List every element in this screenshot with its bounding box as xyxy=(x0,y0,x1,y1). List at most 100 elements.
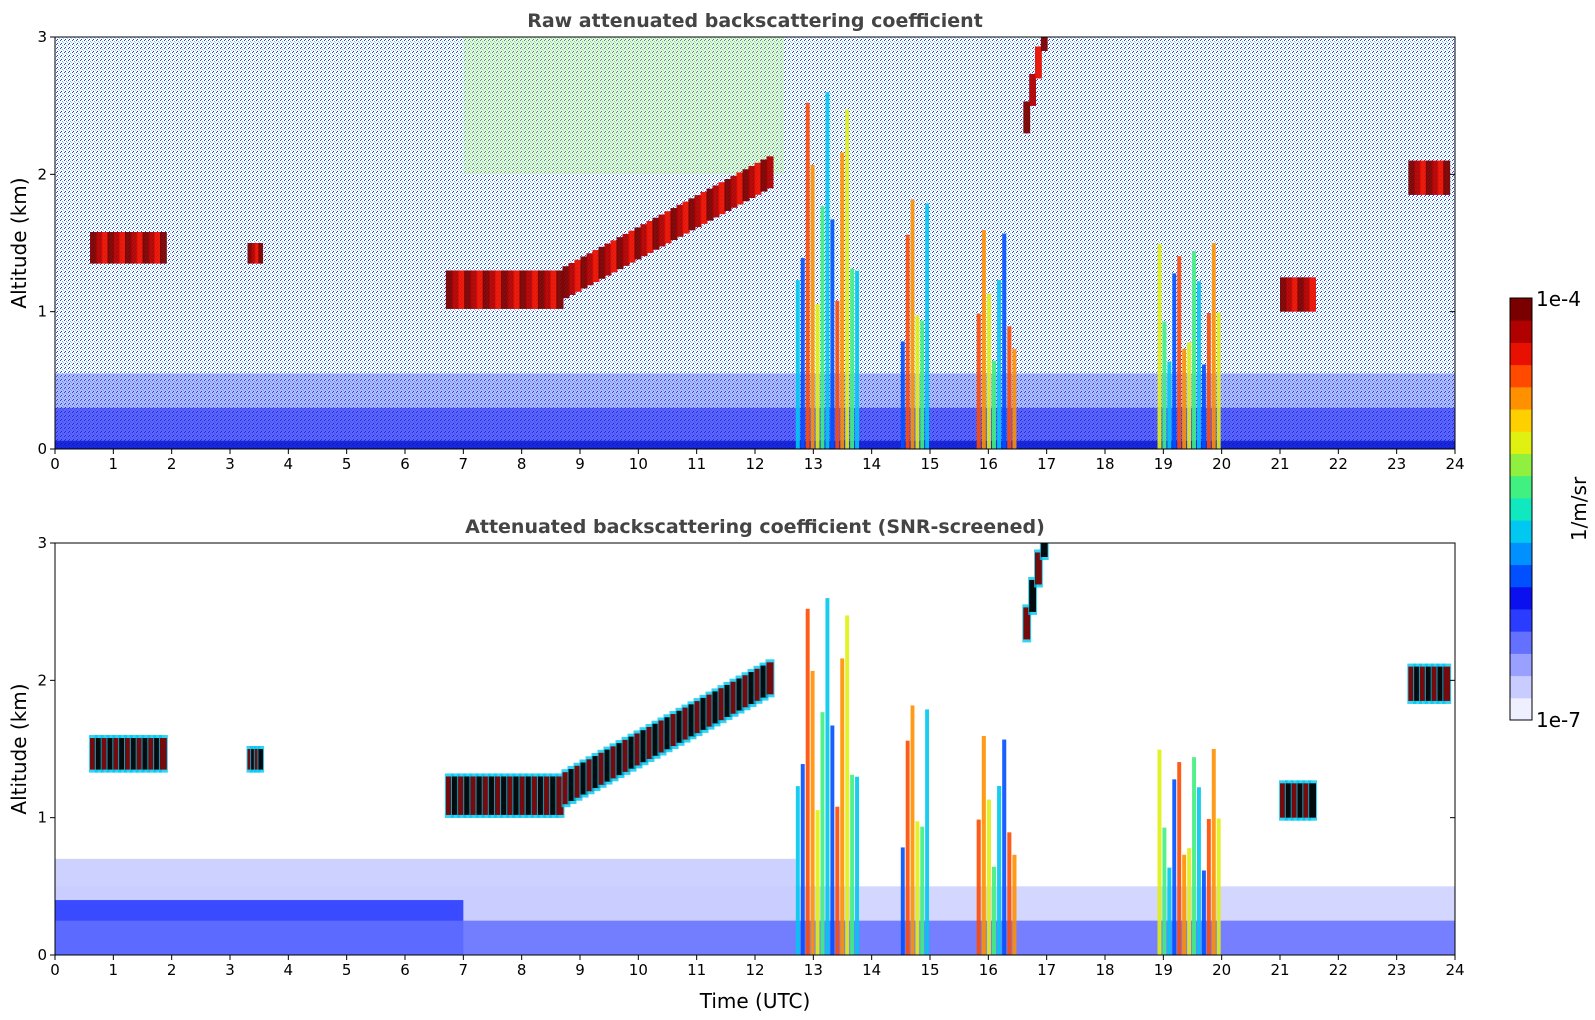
top-x-tick-label: 7 xyxy=(459,455,469,473)
top-cloud-cell xyxy=(451,270,460,309)
bottom-precip-streak xyxy=(981,736,986,955)
top-cloud-cell xyxy=(1443,160,1451,195)
top-precip-streak xyxy=(840,152,845,449)
bottom-cloud-cell xyxy=(712,691,720,724)
bottom-precip-streak xyxy=(986,799,991,955)
colorbar-swatch xyxy=(1510,342,1532,366)
top-precip-streak xyxy=(815,304,820,449)
top-x-tick-label: 5 xyxy=(342,455,352,473)
top-precip-streak xyxy=(830,219,835,449)
top-panel: Raw attenuated backscattering coefficien… xyxy=(7,10,1465,473)
bottom-x-tick-label: 12 xyxy=(745,961,764,979)
bottom-cloud-cell xyxy=(694,701,702,734)
bottom-x-tick-label: 17 xyxy=(1037,961,1056,979)
top-cloud-cell xyxy=(488,270,496,309)
colorbar-label: 1/m/sr xyxy=(1567,476,1591,541)
bottom-x-tick-label: 11 xyxy=(687,961,706,979)
bottom-x-tick-label: 5 xyxy=(342,961,352,979)
top-panel-y-axis: 0 1 2 3 xyxy=(37,28,1455,458)
bottom-cloud-cell xyxy=(113,738,121,770)
top-cloud-cell xyxy=(95,232,103,264)
bottom-precip-streak xyxy=(1216,818,1221,955)
bottom-cloud-cell xyxy=(464,776,472,815)
top-cloud-cell xyxy=(1297,277,1305,312)
bottom-x-tick-label: 1 xyxy=(109,961,119,979)
bottom-x-tick-label: 20 xyxy=(1212,961,1231,979)
bottom-x-tick-label: 3 xyxy=(225,961,235,979)
colorbar: 1e-4 1e-7 1/m/sr xyxy=(1509,287,1591,732)
top-cloud-cell xyxy=(670,208,678,241)
colorbar-swatch xyxy=(1510,386,1532,410)
top-cloud-cell xyxy=(445,270,453,309)
bottom-precip-streak xyxy=(840,658,845,955)
top-cloud-cell xyxy=(658,214,666,247)
top-cloud-cell xyxy=(646,220,654,253)
top-precip-streak xyxy=(1206,312,1211,449)
top-cloud-cell xyxy=(568,262,576,295)
bottom-cloud-cell xyxy=(598,752,606,785)
top-y-tick-label: 1 xyxy=(37,303,47,321)
bottom-cloud-cell xyxy=(754,668,762,701)
bottom-cloud-cell xyxy=(562,772,570,805)
top-cloud-cell xyxy=(742,169,750,202)
top-cloud-cell xyxy=(1431,160,1439,195)
bottom-x-tick-label: 10 xyxy=(629,961,648,979)
bottom-panel-title: Attenuated backscattering coefficient (S… xyxy=(465,516,1045,538)
top-cloud-cell xyxy=(724,178,732,211)
bottom-cloud-cell xyxy=(664,717,672,750)
top-cloud-cell xyxy=(1280,277,1287,312)
bottom-cloud-cell xyxy=(95,738,103,770)
top-precip-streak xyxy=(800,258,805,449)
top-cloud-cell xyxy=(101,232,109,264)
bottom-precip-streak xyxy=(1002,739,1007,955)
colorbar-swatch xyxy=(1510,475,1532,499)
top-cloud-cell xyxy=(1303,277,1311,312)
top-cloud-cell xyxy=(550,270,558,309)
colorbar-swatch xyxy=(1510,298,1532,321)
bottom-precip-streak xyxy=(910,705,915,955)
top-cloud-cell xyxy=(531,270,539,309)
top-cloud-cell xyxy=(634,227,642,260)
bottom-cloud-cell xyxy=(537,776,546,815)
bottom-cloud-cell xyxy=(90,738,97,770)
top-panel-title: Raw attenuated backscattering coefficien… xyxy=(527,10,983,32)
top-precip-streak xyxy=(1187,342,1192,449)
top-x-tick-label: 2 xyxy=(167,455,177,473)
top-cloud-cell xyxy=(700,191,708,224)
bottom-cloud-cell xyxy=(688,704,696,737)
bottom-cloud-cell xyxy=(622,739,630,772)
bottom-cloud-cell xyxy=(574,765,582,798)
bottom-cloud-cell xyxy=(1309,783,1316,818)
bottom-cloud-cell xyxy=(718,688,726,721)
top-cloud-cell xyxy=(664,211,672,244)
bottom-cloud-cell xyxy=(736,678,744,711)
top-cloud-cell xyxy=(476,270,484,309)
top-precip-streak xyxy=(986,293,991,449)
bottom-cloud-cell xyxy=(507,776,515,815)
bottom-precip-streak xyxy=(795,786,800,955)
bottom-cloud-cell xyxy=(476,776,484,815)
bottom-cloud-cell xyxy=(640,730,648,763)
bottom-cloud-cell xyxy=(247,749,253,770)
bottom-cloud-cell xyxy=(160,738,167,770)
top-cloud-cell xyxy=(616,237,624,270)
top-x-tick-label: 8 xyxy=(517,455,527,473)
top-cloud-cell xyxy=(760,159,768,192)
top-x-tick-label: 6 xyxy=(400,455,410,473)
top-cloud-cell xyxy=(682,201,690,234)
top-y-tick-label: 0 xyxy=(37,440,47,458)
top-y-tick-label: 2 xyxy=(37,165,47,183)
top-cloud-cell xyxy=(130,232,138,264)
top-cloud-cell xyxy=(464,270,472,309)
colorbar-swatch xyxy=(1510,631,1532,654)
bottom-cloud-cell xyxy=(1420,666,1427,701)
bottom-cloud-cell xyxy=(586,759,594,792)
bottom-precip-streak xyxy=(1182,854,1187,955)
top-cloud-cell xyxy=(148,232,156,264)
bottom-precip-streak xyxy=(815,810,820,955)
top-surface-layer xyxy=(55,440,1455,449)
bottom-precip-streak xyxy=(830,725,835,955)
colorbar-swatch xyxy=(1510,675,1532,699)
bottom-x-tick-label: 24 xyxy=(1445,961,1464,979)
colorbar-swatch xyxy=(1510,542,1532,566)
